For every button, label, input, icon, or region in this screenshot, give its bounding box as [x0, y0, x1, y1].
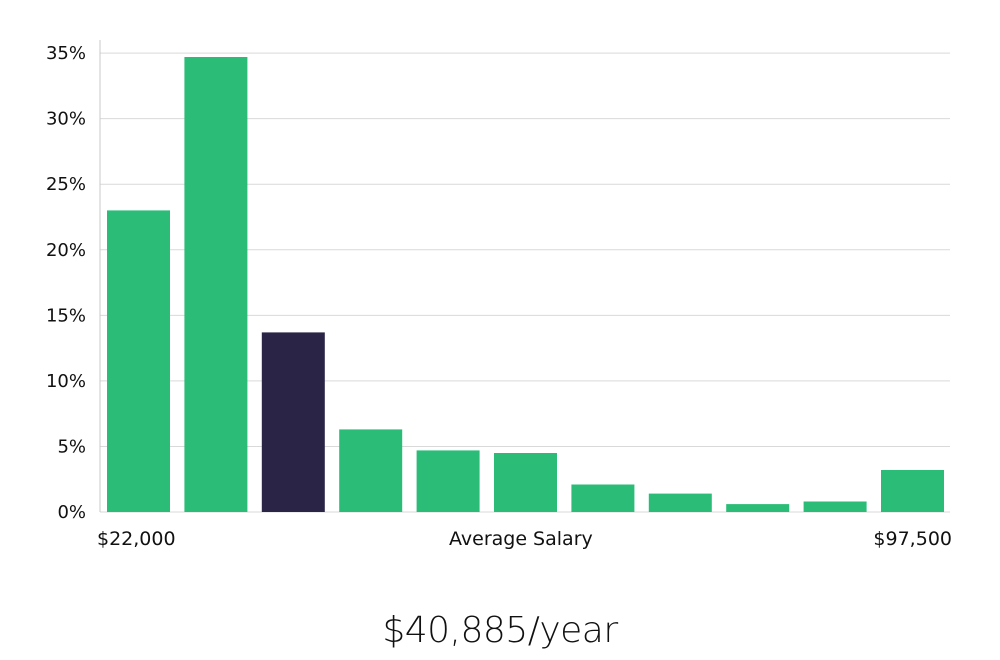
- y-tick-label: 20%: [46, 240, 86, 261]
- bar-highlighted: [261, 332, 325, 512]
- bar: [648, 493, 712, 512]
- y-tick-label: 10%: [46, 371, 86, 392]
- bar: [881, 470, 944, 512]
- bar: [416, 450, 480, 512]
- bar: [184, 57, 248, 512]
- y-tick-label: 35%: [46, 43, 86, 64]
- chart-y-tick-labels: 0% 5% 10% 15% 20% 25% 30% 35%: [46, 43, 86, 523]
- y-tick-label: 5%: [57, 436, 86, 457]
- y-tick-label: 30%: [46, 109, 86, 130]
- bar: [339, 429, 403, 512]
- bar: [803, 501, 867, 512]
- y-tick-label: 25%: [46, 174, 86, 195]
- bar: [494, 453, 557, 512]
- average-salary-value: $40,885/year: [382, 610, 618, 651]
- bar: [571, 484, 635, 512]
- salary-histogram-chart: 0% 5% 10% 15% 20% 25% 30% 35%: [46, 40, 950, 523]
- y-tick-label: 15%: [46, 305, 86, 326]
- chart-bars: [107, 57, 944, 512]
- bar: [107, 210, 170, 512]
- x-axis-max-label: $97,500: [873, 528, 952, 550]
- bar: [726, 504, 790, 512]
- x-axis-title: Average Salary: [449, 528, 593, 550]
- y-tick-label: 0%: [57, 502, 86, 523]
- x-axis-min-label: $22,000: [97, 528, 176, 550]
